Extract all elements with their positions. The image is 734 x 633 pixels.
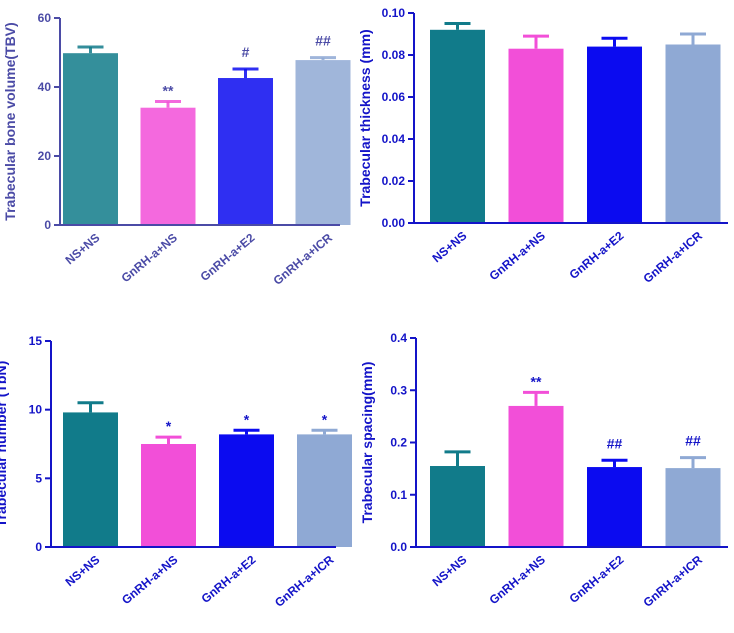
bar-spacing-0 <box>430 466 485 547</box>
bar-thickness-0 <box>430 29 485 223</box>
y-tick-label-tbv-2: 40 <box>38 80 52 94</box>
category-label-tbv-1: GnRH-a+NS <box>119 231 180 286</box>
category-label-thickness-2: GnRH-a+E2 <box>567 228 627 282</box>
category-label-spacing-0: NS+NS <box>430 553 470 590</box>
significance-label-spacing-1: ** <box>531 373 542 389</box>
bar-thickness-3 <box>665 44 721 223</box>
category-label-thickness-0: NS+NS <box>430 229 470 266</box>
significance-label-number-3: * <box>322 411 328 427</box>
y-axis-title-tbv: Trabecular bone volume(TBV) <box>2 22 18 220</box>
category-label-number-0: NS+NS <box>63 553 103 590</box>
category-label-spacing-2: GnRH-a+E2 <box>567 552 627 606</box>
y-tick-label-thickness-1: 0.02 <box>382 174 406 188</box>
chart-tbv: NS+NS ** GnRH-a+NS # GnRH-a+E2 ## GnRH-a+ICR 0 2… <box>2 11 351 288</box>
category-label-number-2: GnRH-a+E2 <box>199 552 259 606</box>
y-tick-label-spacing-4: 0.4 <box>390 331 407 345</box>
y-tick-label-tbv-3: 60 <box>38 11 52 25</box>
significance-label-spacing-2: ## <box>607 435 623 451</box>
y-tick-label-spacing-1: 0.1 <box>390 488 407 502</box>
y-tick-label-thickness-5: 0.10 <box>382 6 406 20</box>
y-tick-label-spacing-3: 0.3 <box>390 383 407 397</box>
significance-label-spacing-3: ## <box>685 433 701 449</box>
bar-tbv-0 <box>63 53 118 225</box>
y-tick-label-thickness-0: 0.00 <box>382 216 406 230</box>
chart-spacing: NS+NS ** GnRH-a+NS ## GnRH-a+E2 ## GnRH-a+ICR 0… <box>359 331 728 610</box>
bar-number-1 <box>141 444 196 547</box>
bar-number-0 <box>63 412 118 547</box>
significance-label-number-1: * <box>166 418 172 434</box>
bar-thickness-1 <box>508 48 564 224</box>
y-tick-label-thickness-4: 0.08 <box>382 48 406 62</box>
significance-label-tbv-3: ## <box>315 33 331 49</box>
category-label-number-1: GnRH-a+NS <box>119 553 180 608</box>
category-label-spacing-3: GnRH-a+ICR <box>641 552 706 609</box>
category-label-tbv-2: GnRH-a+E2 <box>198 230 258 284</box>
y-tick-label-number-0: 0 <box>35 540 42 554</box>
category-label-thickness-3: GnRH-a+ICR <box>641 228 706 285</box>
chart-thickness: NS+NS GnRH-a+NS GnRH-a+E2 GnRH-a+ICR 0.00 0.0… <box>357 6 728 286</box>
y-tick-label-thickness-3: 0.06 <box>382 90 406 104</box>
y-tick-label-number-3: 15 <box>29 334 43 348</box>
y-axis-title-spacing: Trabecular spacing(mm) <box>359 362 375 524</box>
bar-spacing-1 <box>508 405 564 547</box>
bar-number-2 <box>219 434 274 547</box>
category-label-number-3: GnRH-a+ICR <box>272 552 337 609</box>
category-label-tbv-0: NS+NS <box>63 231 103 268</box>
significance-label-number-2: * <box>244 411 250 427</box>
bar-tbv-2 <box>218 78 273 225</box>
y-tick-label-thickness-2: 0.04 <box>382 132 406 146</box>
category-label-spacing-1: GnRH-a+NS <box>487 553 548 608</box>
bar-number-3 <box>297 434 352 547</box>
bar-thickness-2 <box>587 46 642 223</box>
y-axis-title-number: Trabecular number (TbN) <box>0 361 9 527</box>
significance-label-tbv-2: # <box>242 44 250 60</box>
y-axis-title-thickness: Trabecular thickness (mm) <box>357 29 373 206</box>
category-label-tbv-3: GnRH-a+ICR <box>271 230 336 287</box>
y-tick-label-tbv-0: 0 <box>44 218 51 232</box>
y-tick-label-number-2: 10 <box>29 403 43 417</box>
y-tick-label-number-1: 5 <box>35 471 42 485</box>
bar-tbv-1 <box>140 107 196 225</box>
bar-spacing-3 <box>665 468 721 547</box>
y-tick-label-spacing-0: 0.0 <box>390 540 407 554</box>
significance-label-tbv-1: ** <box>163 82 174 98</box>
bar-spacing-2 <box>587 467 642 547</box>
chart-number: NS+NS * GnRH-a+NS * GnRH-a+E2 * GnRH-a+ICR 0 5 10… <box>0 334 352 610</box>
category-label-thickness-1: GnRH-a+NS <box>487 229 548 284</box>
y-tick-label-tbv-1: 20 <box>38 149 52 163</box>
bar-tbv-3 <box>295 60 351 226</box>
y-tick-label-spacing-2: 0.2 <box>390 436 407 450</box>
